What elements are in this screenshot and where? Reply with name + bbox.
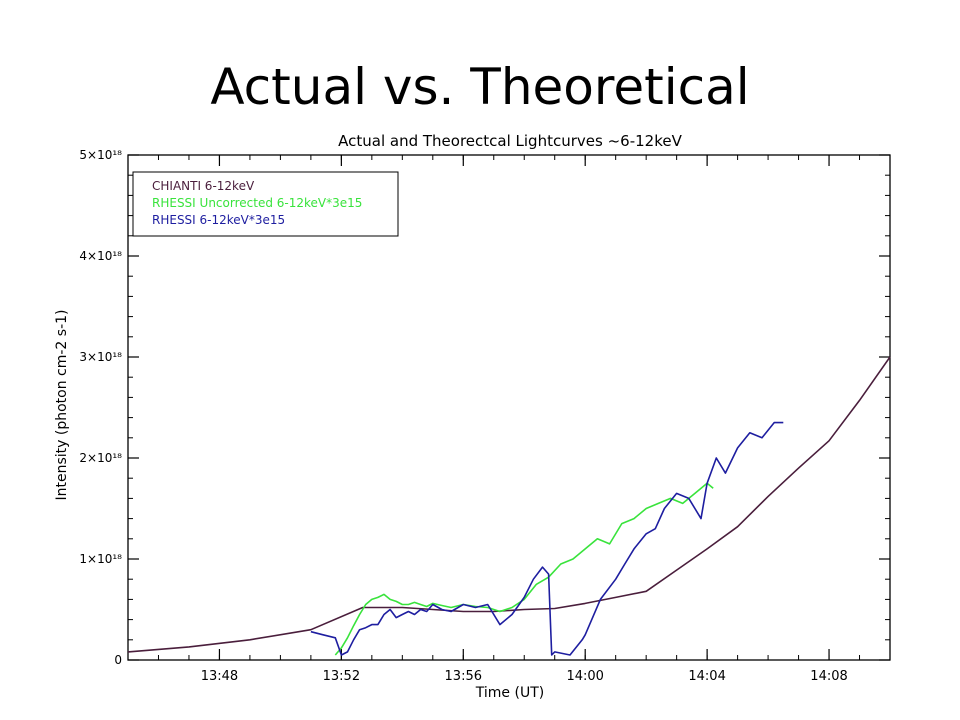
y-tick-label: 5×10¹⁸	[79, 148, 122, 162]
series-line-2	[334, 482, 714, 656]
plot-frame	[127, 154, 891, 661]
y-tick-label: 1×10¹⁸	[79, 552, 122, 566]
axis-ticks: 13:48 13:52 13:56 14:00 14:04 14:08 0 1×10¹⁸ 2×1…	[79, 148, 890, 684]
x-tick-label: 14:08	[810, 669, 847, 684]
slide-title: Actual vs. Theoretical	[210, 58, 750, 116]
legend-entry-1: CHIANTI 6-12keV	[152, 179, 255, 193]
series-lines	[127, 356, 891, 656]
series-line-1	[127, 356, 891, 653]
legend-entry-3: RHESSI 6-12keV*3e15	[152, 213, 285, 227]
y-tick-label: 4×10¹⁸	[79, 249, 122, 263]
x-axis-label: Time (UT)	[475, 685, 544, 701]
legend: CHIANTI 6-12keV RHESSI Uncorrected 6-12ke…	[132, 171, 399, 237]
y-tick-label: 2×10¹⁸	[79, 451, 122, 465]
y-axis-label: Intensity (photon cm-2 s-1)	[54, 309, 70, 500]
y-tick-label: 3×10¹⁸	[79, 350, 122, 364]
x-tick-label: 14:00	[566, 669, 603, 684]
x-tick-label: 13:48	[201, 669, 238, 684]
x-tick-label: 14:04	[688, 669, 725, 684]
series-line-3	[310, 421, 784, 656]
x-tick-label: 13:52	[323, 669, 360, 684]
chart-title: Actual and Theorectcal Lightcurves ~6-12…	[338, 132, 682, 150]
x-tick-label: 13:56	[445, 669, 482, 684]
legend-box	[132, 171, 399, 237]
y-tick-label: 0	[114, 653, 122, 667]
legend-entry-2: RHESSI Uncorrected 6-12keV*3e15	[152, 196, 362, 210]
